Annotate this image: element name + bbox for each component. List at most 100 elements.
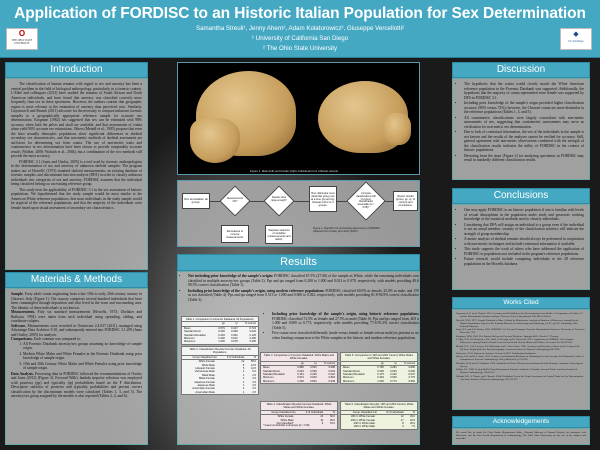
uc-san-diego-logo: ◆ UC San Diego (560, 28, 592, 50)
table-title: Table 6. Classification Results: 19th an… (341, 402, 417, 411)
table-header-row: Group Classified Into # of Individuals% (261, 411, 337, 415)
table-cell: 0.020 (249, 330, 257, 334)
result-bullet: Including prior knowledge of the sample'… (272, 312, 419, 330)
table-cell: 60.0 (329, 415, 335, 419)
column-header: pp (300, 361, 304, 365)
table-cell: 3 (402, 425, 404, 429)
result-lead: Including prior knowledge of the sample'… (188, 288, 325, 293)
table-row: Hispanic Female 5 12.5 (182, 367, 258, 370)
table-cell: 20th C White Male (353, 422, 375, 426)
table-row: Maximum 1.000 0.773 0.952 (341, 380, 417, 383)
table-cell: White Male (280, 418, 294, 422)
table-row: Black Female 1 2.5 (182, 377, 258, 380)
table-cell: Mean (343, 366, 350, 370)
table-cell: 0.890 (408, 366, 416, 370)
column-header: % (412, 410, 415, 414)
table-cell: 0.520 (310, 366, 317, 370)
citation: Howells, W.W. 1973. Cranial Variation in… (456, 318, 579, 328)
table-cell: 7.5 (411, 425, 415, 429)
intro-paragraph: The classification of human remains with… (11, 82, 142, 158)
citation: Meindl, R.S., C.O. Lovejoy, R.P. Mensfor… (456, 344, 580, 351)
table-row: Maximum 1.000 0.823 0.949 (261, 380, 337, 383)
table-title: Table 3. Comparison to Forensic Databank… (261, 353, 337, 362)
table-cell: White Female (198, 360, 215, 364)
analysis-text: Processing data in FORDISC followed the … (11, 371, 142, 399)
table-row: Standard Deviation 0.151 0.239 0.022 (261, 373, 337, 376)
table-row: Standard Deviation 0.229 0.302 0.125 (182, 334, 258, 337)
table-cell: 55.0 (250, 360, 256, 364)
table-cell: Standard Deviation (343, 373, 366, 377)
table-cell: 10 (320, 418, 324, 422)
citation: Guyomarc'h, P. and J. Bruzek. 2011. Accu… (456, 312, 583, 318)
intro-paragraph: FORDISC 3.1 (Jantz and Ousley, 2005) is … (11, 159, 142, 187)
column-header: % correct (324, 361, 335, 365)
column-header: Group Classified Into (192, 355, 217, 359)
flow-step-stepwise: Stepwise selection of variables (measure… (265, 225, 293, 244)
table-cell: Amerindian Female (192, 387, 215, 391)
measurements-text: Fifty six standard measurements (Howells… (11, 310, 142, 323)
discussion-bullet: Deviating from the steps (Figure 2) for … (464, 154, 584, 163)
table-row: White Male 10 25.0 (261, 419, 337, 422)
table-cell: 0.000 (390, 376, 397, 380)
results-heading: Results (177, 254, 420, 271)
table-cell: 0.403 (377, 376, 384, 380)
table-cell: 0.175 (377, 373, 384, 377)
table-cell: Minimum (263, 376, 274, 380)
table-cell: Vietnamese Male (194, 370, 215, 374)
introduction-heading: Introduction (5, 62, 148, 78)
conclusions-bullet: Future research would include comparing … (464, 257, 584, 266)
citation: Walker, P.L. 2008. Sexing Skulls Using D… (456, 368, 578, 375)
flow-step-run-all: Run all variables, all groups. (182, 193, 210, 209)
table-row: White Female 22 55.0 (182, 360, 258, 364)
table-cell: White Male (201, 363, 215, 367)
flow-step-eliminate: Run. Eliminate most dissimilar group one… (309, 186, 337, 212)
table-row: Mean 0.795 0.281 0.890 (341, 366, 417, 370)
methods-heading: Materials & Methods (5, 272, 148, 288)
table-cell: 20th C White Female (350, 418, 375, 422)
comparison-item: 19th and 20th Century White Males and Wh… (23, 362, 142, 371)
table-row: 20th C White Female 17 42.5 (341, 419, 417, 422)
comparison-item: Modern White Males and White Females in … (23, 352, 142, 361)
conclusions-panel: One may apply FORDISC to an historic pop… (452, 204, 590, 290)
affiliation-2: ² The Ohio State University (262, 44, 338, 52)
works-cited-heading: Works Cited (452, 297, 590, 309)
table-cell: 0.220 (390, 373, 397, 377)
table-cell: Minimum (184, 337, 195, 341)
table-cell: Japanese Male (197, 384, 215, 388)
table-cell: 17 (400, 418, 404, 422)
table-3: Table 3. Comparison to Forensic Databank… (260, 352, 338, 385)
table-cell: 0.773 (390, 379, 397, 383)
table-cell: 0.028 (377, 369, 384, 373)
table-cell: Standard Error (184, 330, 202, 334)
table-row: Standard Error 0.036 0.048 0.020 (182, 330, 258, 333)
table-cell: 24 (320, 415, 324, 419)
table-header-row: pp tp % correct (182, 322, 258, 327)
female-skull-face (383, 113, 411, 145)
table-cell: 0.978 (231, 340, 238, 344)
table-cell: 19th C White Male (353, 425, 375, 429)
table-cell: Japanese Female (194, 380, 215, 384)
table-row: White Male 5 12.5 (182, 364, 258, 367)
result-text: FORDISC classified 67.5% (27/40) of the … (188, 274, 420, 287)
citation: Ubelaker, D.H. and J.E. Buikstra. 1994. … (456, 361, 583, 368)
works-cited-panel: Guyomarc'h, P. and J. Bruzek. 2011. Accu… (452, 309, 590, 410)
column-header: % correct (404, 361, 415, 365)
discussion-panel: The hypothesis that the crania would clo… (452, 78, 590, 180)
sample-text: Forty adult crania originating from a la… (11, 292, 142, 310)
discussion-bullet: The hypothesis that the crania would clo… (464, 82, 584, 100)
table-cell: 0.723 (249, 326, 257, 330)
citation: Jantz, R.L. and S.D. Ousley. 2005. FORDI… (456, 328, 586, 335)
result-lead: Not including prior knowledge of the sam… (188, 274, 274, 278)
software-label: Software. (11, 323, 26, 328)
table-cell: Mean (184, 326, 191, 330)
conclusions-bullet: This study supports the work of others w… (464, 247, 584, 256)
table-header-row: Group Classified Into # of Individuals% (341, 411, 417, 415)
result-text: Five crania were classified differently … (272, 331, 420, 340)
table-cell: 0.239 (310, 373, 317, 377)
table-row: Amerindian Male 1 2.5 (182, 391, 258, 394)
table-cell: Standard Deviation (263, 373, 286, 377)
citation: L'Abbé, E.N., M. Kenyhercz, K.E. Stull, … (456, 338, 575, 345)
table-row: Minimum 0.403 0.000 0.776 (341, 376, 417, 379)
table-cell: Black Female (199, 377, 215, 381)
citation: Ousley, S.D. and R.L. Jantz. 2012. Fordi… (456, 355, 584, 362)
